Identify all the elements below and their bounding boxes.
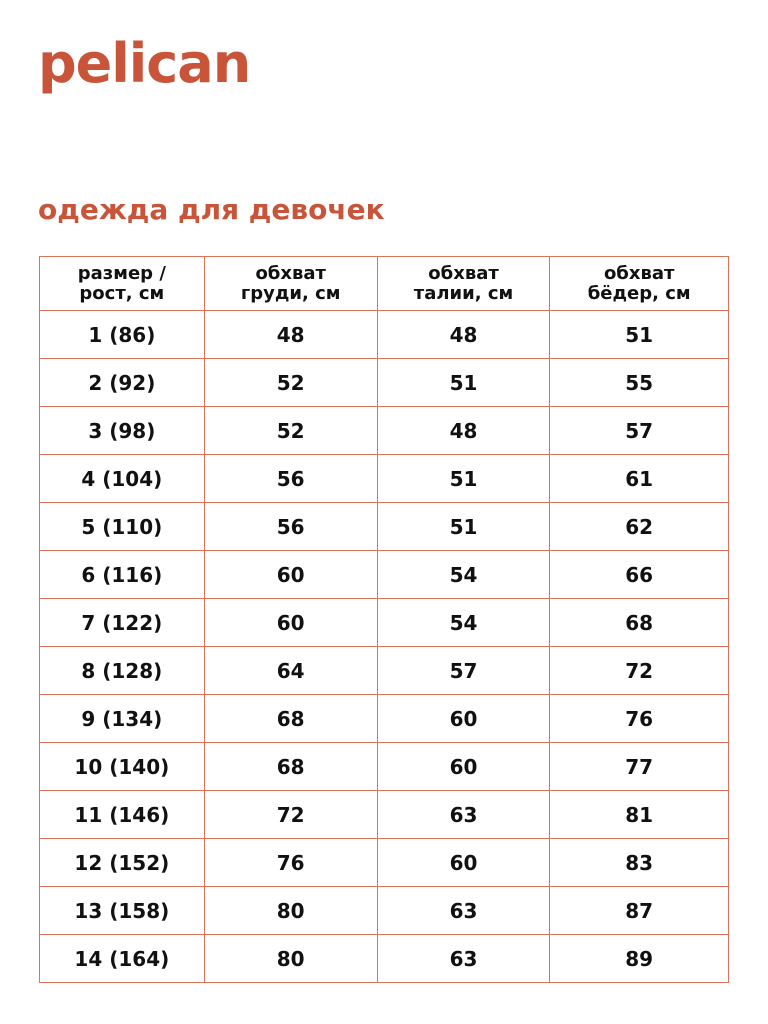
table-cell: 81 (549, 790, 729, 839)
table-row: 6 (116) 60 54 66 (39, 550, 729, 599)
table-cell: 63 (376, 934, 551, 983)
size-chart-table: размер / рост, см обхват груди, см обхват тал… (39, 256, 729, 983)
table-cell: 60 (376, 694, 551, 743)
table-cell: 48 (376, 310, 551, 359)
page-title: одежда для девочек (38, 193, 385, 226)
table-cell: 72 (549, 646, 729, 695)
table-cell: 2 (92) (39, 358, 205, 407)
table-cell: 63 (376, 886, 551, 935)
table-cell: 87 (549, 886, 729, 935)
table-row: 13 (158) 80 63 87 (39, 886, 729, 935)
table-cell: 48 (203, 310, 378, 359)
table-cell: 7 (122) (39, 598, 205, 647)
table-row: 12 (152) 76 60 83 (39, 838, 729, 887)
table-cell: 89 (549, 934, 729, 983)
column-header-line: груди, см (240, 282, 341, 304)
table-cell: 5 (110) (39, 502, 205, 551)
table-cell: 57 (549, 406, 729, 455)
table-cell: 63 (376, 790, 551, 839)
table-row: 4 (104) 56 51 61 (39, 454, 729, 503)
table-cell: 51 (376, 454, 551, 503)
table-row: 10 (140) 68 60 77 (39, 742, 729, 791)
table-cell: 64 (203, 646, 378, 695)
table-cell: 4 (104) (39, 454, 205, 503)
table-row: 8 (128) 64 57 72 (39, 646, 729, 695)
table-cell: 51 (376, 502, 551, 551)
column-header-line: размер / (77, 262, 166, 284)
table-cell: 76 (549, 694, 729, 743)
table-cell: 60 (376, 838, 551, 887)
table-cell: 60 (376, 742, 551, 791)
column-header: обхват талии, см (376, 256, 551, 311)
column-header-line: рост, см (79, 282, 165, 304)
table-cell: 13 (158) (39, 886, 205, 935)
table-row: 3 (98) 52 48 57 (39, 406, 729, 455)
table-cell: 10 (140) (39, 742, 205, 791)
table-cell: 61 (549, 454, 729, 503)
column-header-line: обхват (603, 262, 675, 284)
table-cell: 66 (549, 550, 729, 599)
table-cell: 6 (116) (39, 550, 205, 599)
table-cell: 68 (203, 742, 378, 791)
table-cell: 12 (152) (39, 838, 205, 887)
column-header: размер / рост, см (39, 256, 205, 311)
table-cell: 8 (128) (39, 646, 205, 695)
table-cell: 3 (98) (39, 406, 205, 455)
pelican-logo: pelican (38, 32, 251, 95)
table-row: 1 (86) 48 48 51 (39, 310, 729, 359)
table-cell: 62 (549, 502, 729, 551)
table-row: 11 (146) 72 63 81 (39, 790, 729, 839)
table-row: 5 (110) 56 51 62 (39, 502, 729, 551)
table-cell: 56 (203, 454, 378, 503)
column-header-line: обхват (255, 262, 326, 284)
table-cell: 68 (549, 598, 729, 647)
column-header-line: талии, см (413, 282, 514, 304)
table-cell: 54 (376, 598, 551, 647)
table-cell: 51 (549, 310, 729, 359)
table-cell: 60 (203, 598, 378, 647)
table-cell: 11 (146) (39, 790, 205, 839)
table-cell: 54 (376, 550, 551, 599)
table-cell: 48 (376, 406, 551, 455)
table-cell: 56 (203, 502, 378, 551)
column-header: обхват бёдер, см (549, 256, 729, 311)
table-cell: 9 (134) (39, 694, 205, 743)
table-cell: 72 (203, 790, 378, 839)
table-cell: 60 (203, 550, 378, 599)
table-row: 9 (134) 68 60 76 (39, 694, 729, 743)
table-cell: 68 (203, 694, 378, 743)
column-header-line: бёдер, см (587, 282, 691, 304)
table-cell: 76 (203, 838, 378, 887)
column-header: обхват груди, см (203, 256, 378, 311)
column-header-line: обхват (428, 262, 499, 284)
table-cell: 55 (549, 358, 729, 407)
table-header-row: размер / рост, см обхват груди, см обхват тал… (39, 256, 729, 311)
table-cell: 1 (86) (39, 310, 205, 359)
table-cell: 77 (549, 742, 729, 791)
table-row: 7 (122) 60 54 68 (39, 598, 729, 647)
table-row: 2 (92) 52 51 55 (39, 358, 729, 407)
table-row: 14 (164) 80 63 89 (39, 934, 729, 983)
table-cell: 80 (203, 886, 378, 935)
table-cell: 57 (376, 646, 551, 695)
table-cell: 52 (203, 358, 378, 407)
table-cell: 83 (549, 838, 729, 887)
table-cell: 14 (164) (39, 934, 205, 983)
table-cell: 51 (376, 358, 551, 407)
table-cell: 52 (203, 406, 378, 455)
table-cell: 80 (203, 934, 378, 983)
